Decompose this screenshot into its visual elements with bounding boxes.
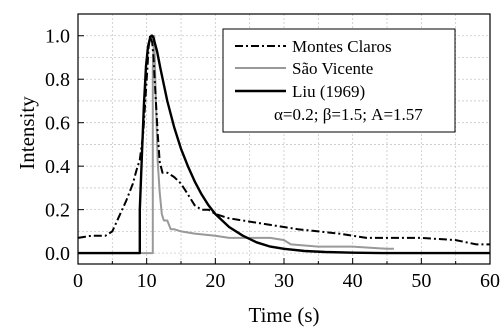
series-line-montes-claros xyxy=(77,34,490,246)
x-tick-label: 50 xyxy=(411,270,431,292)
x-tick-label: 30 xyxy=(274,270,294,292)
y-tick-label: 0.0 xyxy=(45,243,70,265)
legend-label-sao-vicente: São Vicente xyxy=(292,59,373,78)
x-tick-label: 0 xyxy=(73,270,83,292)
x-tick-label: 60 xyxy=(480,270,500,292)
legend-label-montes-claros: Montes Claros xyxy=(292,37,392,56)
legend-label-liu: Liu (1969) xyxy=(292,82,365,101)
series-line-liu-1969 xyxy=(78,34,490,255)
y-tick-label: 1.0 xyxy=(45,26,70,48)
x-axis-title: Time (s) xyxy=(249,303,320,327)
legend: Montes Claros São Vicente Liu (1969) α=0… xyxy=(222,28,456,133)
x-tick-label: 20 xyxy=(205,270,225,292)
series-layer xyxy=(77,34,490,255)
y-tick-label: 0.2 xyxy=(45,200,70,222)
tick-labels: 0 10 20 30 40 50 60 0.0 0.2 0.4 0.6 0.8 1.0 xyxy=(45,26,500,292)
y-tick-label: 0.4 xyxy=(45,156,70,178)
legend-annotation: α=0.2; β=1.5; A=1.57 xyxy=(274,105,423,124)
legend-box xyxy=(222,28,456,133)
x-tick-label: 40 xyxy=(343,270,363,292)
series-line-s-o-vicente xyxy=(78,34,394,255)
y-tick-label: 0.8 xyxy=(45,69,70,91)
y-tick-label: 0.6 xyxy=(45,113,70,135)
ticks xyxy=(77,35,491,264)
y-axis-title: Intensity xyxy=(15,96,39,170)
x-tick-label: 10 xyxy=(137,270,157,292)
